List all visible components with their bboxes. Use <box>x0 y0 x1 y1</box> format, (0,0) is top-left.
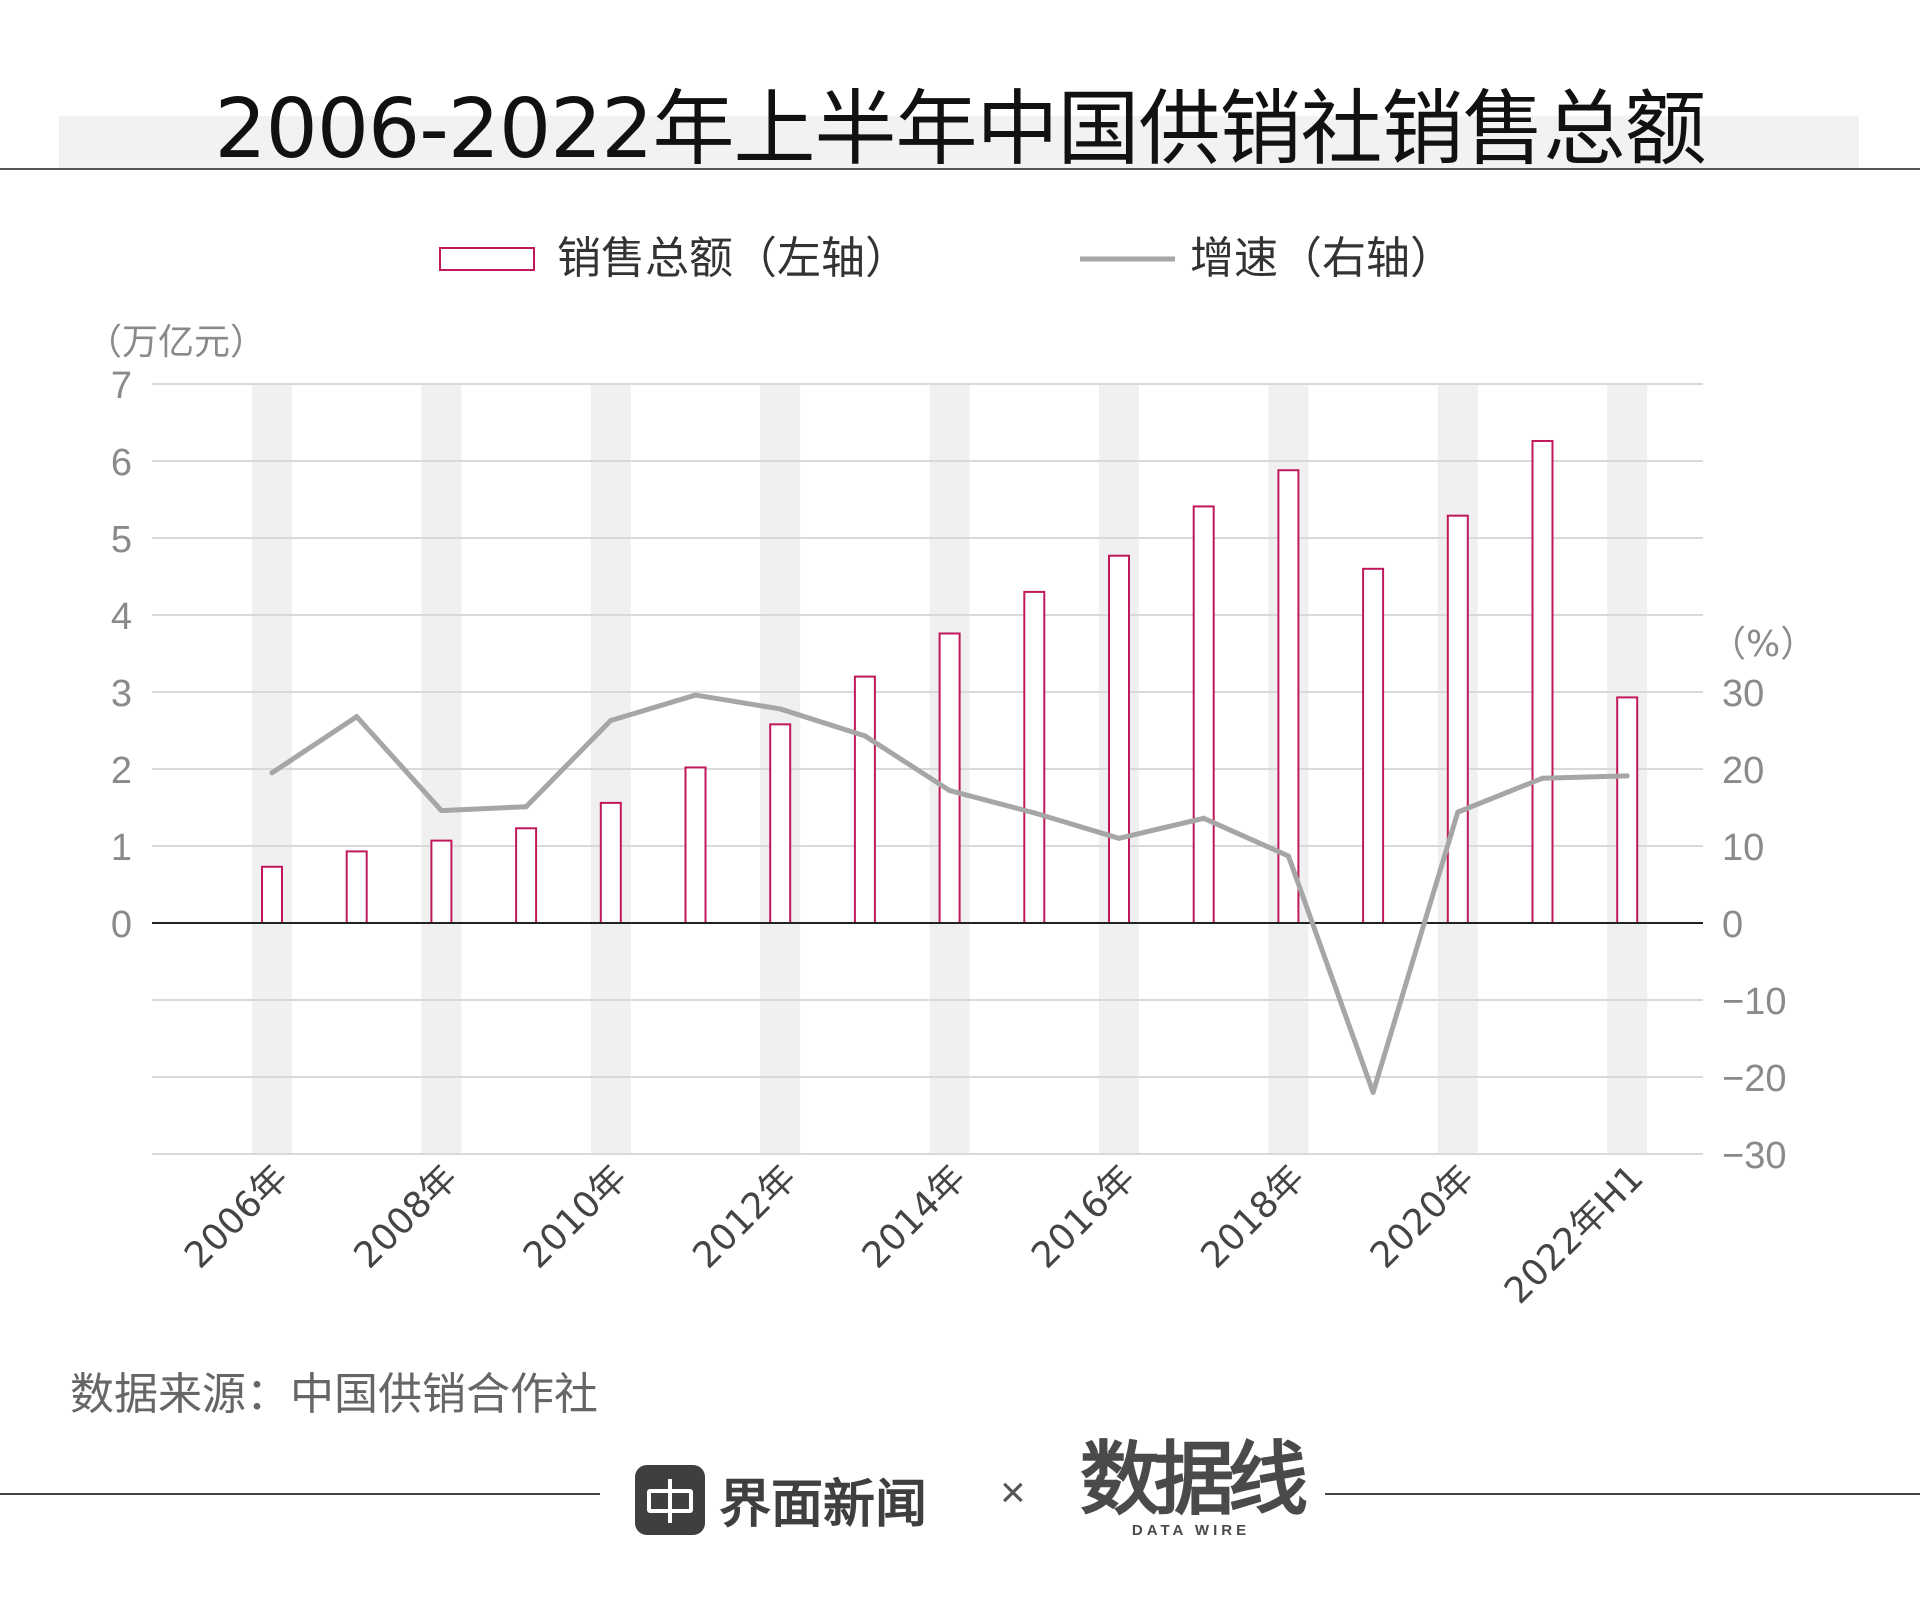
bar <box>261 865 283 924</box>
brand-datawire: 数据线 DATA WIRE <box>1080 1433 1308 1540</box>
x-tick-label: 2022年H1 <box>1497 1157 1652 1312</box>
bar <box>345 850 368 925</box>
x-tick-label: 2016年 <box>1024 1157 1143 1276</box>
bar <box>684 766 707 925</box>
left-tick-label: 6 <box>111 442 132 484</box>
title-rule <box>0 168 1920 170</box>
growth-point <box>693 692 698 698</box>
growth-point <box>1624 773 1630 779</box>
growth-point <box>438 808 444 814</box>
growth-point <box>862 733 868 739</box>
datawire-logo: 数据线 <box>1080 1433 1308 1526</box>
footer-rule-right <box>1325 1493 1920 1495</box>
right-tick-label: 10 <box>1722 827 1764 869</box>
jiemian-logo-icon <box>635 1464 705 1535</box>
datawire-logo-sub: DATA WIRE <box>1131 1522 1251 1539</box>
bar <box>1362 567 1385 924</box>
bar <box>1023 590 1046 925</box>
brand-jiemian-name: 界面新闻 <box>719 1475 928 1535</box>
x-tick-label: 2006年 <box>177 1157 296 1276</box>
left-tick-label: 1 <box>111 827 132 869</box>
left-tick-label: 2 <box>111 750 132 792</box>
x-tick-label: 2010年 <box>516 1157 635 1276</box>
bar <box>1192 505 1215 924</box>
left-tick-label: 0 <box>111 904 132 946</box>
right-tick-label: 0 <box>1722 904 1743 946</box>
growth-point <box>1370 1089 1376 1095</box>
chart: 0 1 2 3 4 5 6 7（万亿元） 30 20 10 0 −10 −20 −30 （%） 2006年 200… <box>86 233 1816 1312</box>
growth-point <box>1031 810 1037 816</box>
bar <box>769 723 792 925</box>
left-tick-label: 7 <box>111 365 132 407</box>
right-axis-unit: （%） <box>1710 624 1816 665</box>
x-tick-label: 2014年 <box>855 1157 974 1276</box>
right-tick-label: 20 <box>1722 750 1764 792</box>
growth-point <box>354 714 360 720</box>
x-tick-label: 2018年 <box>1194 1157 1313 1276</box>
footer-rule-left <box>0 1493 600 1495</box>
growth-point <box>1455 809 1461 815</box>
bar <box>853 675 876 924</box>
left-axis-unit: （万亿元） <box>86 322 266 363</box>
x-tick-label: 2008年 <box>347 1157 466 1276</box>
growth-point <box>1201 815 1207 821</box>
legend-bar-label: 销售总额（左轴） <box>557 233 909 284</box>
bar <box>599 801 622 925</box>
left-tick-label: 5 <box>111 519 132 561</box>
growth-point <box>269 770 275 776</box>
page-title: 2006-2022年上半年中国供销社销售总额 <box>214 82 1707 177</box>
brand-separator: × <box>1000 1468 1026 1517</box>
growth-point <box>777 706 783 712</box>
bar <box>1531 439 1554 924</box>
growth-point <box>1285 853 1291 859</box>
growth-point <box>1540 775 1545 781</box>
left-tick-label: 3 <box>111 673 132 715</box>
growth-point <box>1116 835 1122 841</box>
right-tick-label: −30 <box>1722 1135 1786 1177</box>
growth-point <box>608 717 614 723</box>
legend-bar-swatch <box>439 247 535 271</box>
growth-point <box>523 804 529 810</box>
growth-point <box>947 788 953 794</box>
left-tick-label: 4 <box>111 596 132 638</box>
right-tick-label: 30 <box>1722 673 1764 715</box>
right-tick-label: −20 <box>1722 1058 1786 1100</box>
x-tick-label: 2012年 <box>685 1157 804 1276</box>
source-note: 数据来源：中国供销合作社 <box>70 1369 598 1420</box>
bar <box>1616 696 1639 925</box>
brand-jiemian: 界面新闻 <box>635 1462 927 1537</box>
legend-line-label: 增速（右轴） <box>1190 233 1454 284</box>
bar <box>938 632 961 924</box>
bar <box>1446 514 1469 924</box>
bar <box>1108 554 1130 925</box>
bar <box>430 839 453 924</box>
x-tick-label: 2020年 <box>1363 1157 1482 1276</box>
right-tick-label: −10 <box>1722 981 1786 1023</box>
bar <box>515 827 538 924</box>
title-band <box>59 116 1859 168</box>
